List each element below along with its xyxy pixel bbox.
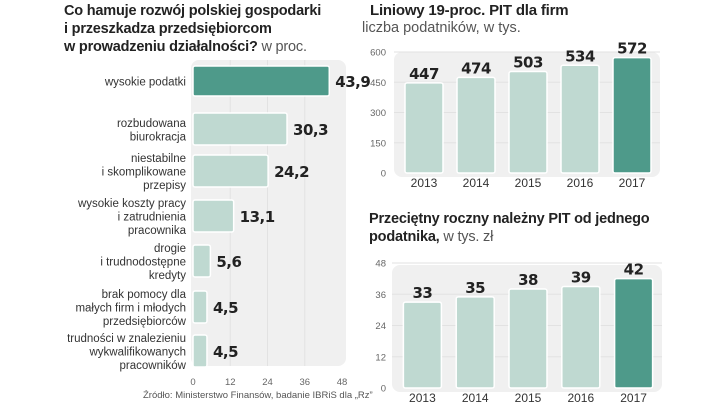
left-category-label: i trudnodostępne (100, 257, 186, 269)
bottom-right-x-tick-label: 2017 (620, 391, 647, 405)
left-category-label: wysokie koszty pracy (77, 198, 186, 210)
top-right-chart-title: Liniowy 19-proc. PIT dla firm (370, 2, 569, 19)
bottom-right-bar (508, 288, 548, 389)
left-category-label: niestabilne (131, 153, 186, 165)
left-category-label: kredyty (149, 270, 186, 282)
left-bar-value-label: 30,3 (293, 121, 328, 139)
left-bar (192, 154, 269, 188)
bottom-right-y-tick-label: 12 (375, 352, 386, 363)
bottom-right-bar-value-label: 33 (412, 284, 432, 302)
left-chart-title: Co hamuje rozwój polskiej gospodarki i p… (64, 2, 321, 56)
bottom-right-x-tick-label: 2013 (409, 391, 436, 405)
left-title-unit: w proc. (261, 39, 307, 55)
top-right-x-tick-label: 2017 (619, 176, 646, 190)
top-right-y-tick-label: 600 (370, 48, 386, 59)
left-bar-value-label: 13,1 (240, 208, 275, 226)
bottom-right-bar (455, 296, 495, 389)
left-category-label: i zatrudnienia (118, 212, 187, 224)
bottom-right-x-tick-label: 2016 (567, 391, 594, 405)
top-right-x-tick-label: 2013 (411, 176, 438, 190)
left-x-tick-label: 0 (190, 377, 195, 388)
left-bar-value-label: 43,9 (335, 73, 370, 91)
left-bar (192, 65, 331, 97)
left-bar (192, 199, 235, 233)
left-category-label: pracowników (120, 360, 187, 372)
bottom-right-title-line-1: Przeciętny roczny należny PIT od jednego (369, 211, 650, 227)
top-right-x-tick-label: 2016 (567, 176, 594, 190)
bottom-right-bar-value-label: 35 (465, 279, 485, 297)
bottom-right-title-unit: w tys. zł (443, 229, 494, 245)
left-title-line-1: Co hamuje rozwój polskiej gospodarki (64, 3, 322, 19)
left-category-label: drogie (154, 243, 186, 255)
bottom-right-bar-value-label: 42 (624, 261, 644, 279)
left-category-label: biurokracja (130, 131, 187, 143)
left-category-label: przedsiębiorców (103, 316, 187, 328)
bottom-right-y-tick-label: 0 (381, 384, 386, 395)
left-bar-value-label: 24,2 (274, 163, 309, 181)
left-x-tick-label: 24 (262, 377, 273, 388)
top-right-bar (560, 64, 600, 174)
top-right-bar (508, 70, 548, 174)
left-x-tick-label: 36 (299, 377, 310, 388)
bottom-right-bar (402, 301, 443, 389)
left-category-label: i skomplikowane (102, 167, 186, 179)
left-bar-value-label: 4,5 (213, 299, 238, 317)
left-x-tick-label: 12 (225, 377, 236, 388)
left-x-tick-label: 48 (337, 377, 348, 388)
left-bar-value-label: 4,5 (213, 343, 238, 361)
left-category-label: przepisy (143, 180, 186, 192)
top-right-bar (404, 82, 444, 174)
left-bar (192, 290, 208, 324)
left-category-label: pracownika (128, 225, 187, 237)
left-title-line-2: i przeszkadza przedsiębiorcom (64, 21, 272, 37)
top-right-x-tick-label: 2015 (515, 176, 542, 190)
top-right-y-tick-label: 300 (370, 108, 386, 119)
bottom-right-chart-title: Przeciętny roczny należny PIT od jednego… (369, 210, 650, 246)
bottom-right-bar (561, 285, 601, 389)
source-note: Źródło: Ministerstwo Finansów, badanie I… (143, 390, 373, 401)
top-right-bar-value-label: 503 (513, 54, 543, 72)
left-bar-value-label: 5,6 (216, 253, 241, 271)
top-right-bar-value-label: 572 (617, 40, 647, 58)
top-right-bar (612, 56, 652, 174)
top-right-bar-value-label: 447 (409, 65, 439, 83)
left-category-label: rozbudowana (117, 118, 187, 130)
top-right-bar-value-label: 534 (565, 47, 595, 65)
top-right-y-tick-label: 0 (381, 169, 386, 180)
top-right-y-tick-label: 450 (370, 78, 386, 89)
left-category-label: trudności w znalezieniu (67, 333, 186, 345)
bottom-right-bar-value-label: 38 (518, 271, 538, 289)
bottom-right-title-line-2: podatnika, (369, 229, 440, 245)
bottom-right-bar-value-label: 39 (571, 268, 591, 286)
top-right-chart-subtitle: liczba podatników, w tys. (362, 20, 521, 36)
left-category-label: brak pomocy dla (102, 289, 187, 301)
left-category-label: wysokie podatki (104, 77, 186, 89)
top-right-bar-value-label: 474 (461, 59, 491, 77)
bottom-right-title-line-2-wrap: podatnika, w tys. zł (369, 228, 649, 246)
bottom-right-x-tick-label: 2015 (515, 391, 542, 405)
left-title-line-3: w prowadzeniu działalności? (64, 39, 258, 55)
top-right-y-tick-label: 150 (370, 138, 386, 149)
bottom-right-bar (613, 277, 654, 389)
left-category-label: wykwalifikowanych (88, 347, 186, 359)
left-bar (192, 112, 288, 146)
bottom-right-y-tick-label: 36 (375, 290, 386, 301)
bottom-right-y-tick-label: 48 (375, 259, 386, 270)
left-title-line-3-wrap: w prowadzeniu działalności? w proc. (64, 38, 321, 56)
top-right-bar (456, 76, 496, 174)
bottom-right-x-tick-label: 2014 (462, 391, 489, 405)
left-bar (192, 334, 208, 368)
bottom-right-y-tick-label: 24 (375, 321, 386, 332)
top-right-x-tick-label: 2014 (463, 176, 490, 190)
left-category-label: małych firm i młodych (75, 303, 186, 315)
left-bar (192, 244, 212, 278)
